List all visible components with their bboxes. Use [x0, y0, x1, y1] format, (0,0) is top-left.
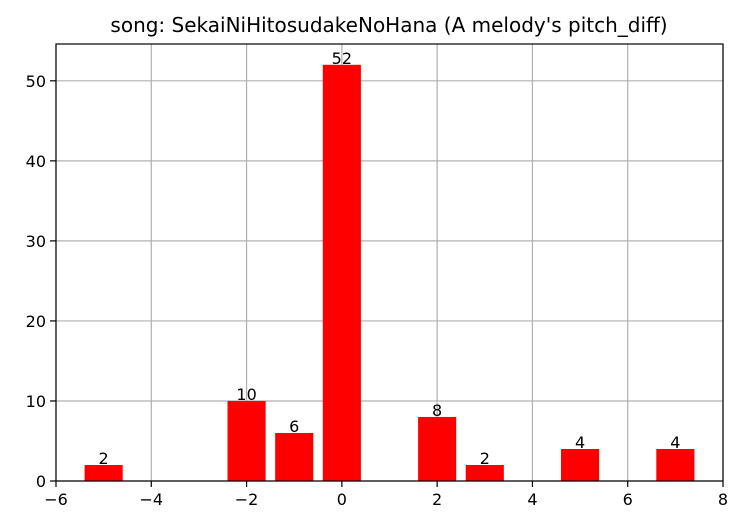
bar-value-label: 2 — [99, 449, 109, 468]
y-tick-label: 50 — [26, 72, 46, 91]
y-tick-label: 10 — [26, 392, 46, 411]
bar-value-label: 2 — [480, 449, 490, 468]
bar-value-label: 6 — [289, 417, 299, 436]
bar — [418, 416, 457, 481]
bar-value-label: 10 — [236, 385, 256, 404]
bar-value-label: 4 — [575, 433, 585, 452]
x-tick-label: 6 — [623, 490, 633, 509]
bar-value-label: 4 — [670, 433, 680, 452]
bar — [275, 432, 314, 481]
x-tick-label: 4 — [527, 490, 537, 509]
bar-value-label: 8 — [432, 401, 442, 420]
x-tick-label: −2 — [235, 490, 259, 509]
bars — [84, 64, 695, 482]
x-tick-label: 2 — [432, 490, 442, 509]
bar — [561, 448, 600, 481]
y-tick-label: 0 — [36, 472, 46, 491]
x-tick-label: 8 — [718, 490, 728, 509]
x-tick-label: −4 — [139, 490, 163, 509]
x-tick-label: −6 — [44, 490, 68, 509]
y-tick-label: 20 — [26, 312, 46, 331]
x-axis-ticks: −6 −4 −2 0 2 4 6 8 — [44, 481, 728, 509]
bar-value-label: 52 — [332, 49, 352, 68]
grid-lines — [55, 44, 724, 482]
bar — [465, 464, 504, 481]
bar — [84, 464, 123, 481]
y-tick-label: 30 — [26, 232, 46, 251]
y-tick-label: 40 — [26, 152, 46, 171]
data-labels: 2 10 6 52 8 2 4 4 — [99, 49, 681, 468]
bar — [227, 400, 266, 481]
y-axis-ticks: 0 10 20 30 40 50 — [26, 72, 56, 491]
x-tick-label: 0 — [337, 490, 347, 509]
plot-frame — [55, 43, 724, 482]
bar — [656, 448, 695, 481]
chart-title: song: SekaiNiHitosudakeNoHana (A melody'… — [110, 13, 667, 37]
bar — [322, 64, 361, 482]
